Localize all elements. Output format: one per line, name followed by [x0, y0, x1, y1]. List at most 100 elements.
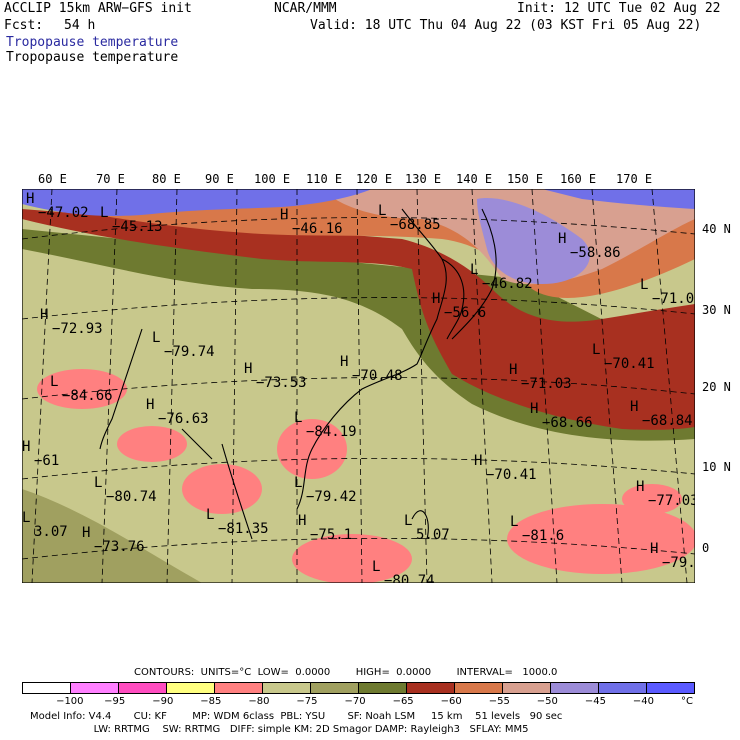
field-band-darkred [22, 209, 695, 430]
tropopause-temperature-map: H−47.02 L−45.13H−46.16L−68.85H−58.86L−46.… [22, 189, 695, 583]
pressure-center-type: H [509, 362, 517, 378]
colorbar-label: −60 [440, 696, 462, 707]
pressure-center-type: H [340, 354, 348, 370]
init-time: Init: 12 UTC Tue 02 Aug 22 [517, 1, 721, 16]
colorbar-swatch [647, 683, 694, 693]
pressure-center-type: H [146, 397, 154, 413]
model-title: ACCLIP 15km ARW−GFS init [4, 1, 192, 16]
pressure-center-type: H [530, 401, 538, 417]
pressure-center-type: H [432, 291, 440, 307]
center-value: −76.63 [158, 411, 209, 427]
lon-label: 100 E [254, 172, 291, 186]
field-title-1: Tropopause temperature [6, 35, 179, 50]
center-value: −70.41 [486, 467, 537, 483]
valid-time: Valid: 18 UTC Thu 04 Aug 22 (03 KST Fri … [310, 18, 702, 33]
pressure-center-type: L [640, 277, 648, 293]
fcst-value: 54 h [64, 18, 96, 33]
colorbar-swatch [311, 683, 359, 693]
colorbar-label: −80 [248, 696, 270, 707]
pressure-center-type: L [94, 475, 102, 491]
pressure-center-type: L [50, 374, 58, 390]
lon-label: 160 E [560, 172, 597, 186]
field-band-olive-sw [22, 489, 202, 583]
lon-label: 60 E [38, 172, 67, 186]
pressure-center-type: L [152, 330, 160, 346]
colorbar-label: −100 [56, 696, 84, 707]
center-value: −68.66 [542, 415, 593, 431]
lon-label: 150 E [507, 172, 544, 186]
center-value: −61 [34, 453, 59, 469]
pressure-center-type: H [636, 479, 644, 495]
center-value: −68.84 [642, 413, 693, 429]
center-value: −80.74 [384, 573, 435, 583]
lon-label: 140 E [456, 172, 493, 186]
colorbar-swatch [119, 683, 167, 693]
colorbar-swatch [167, 683, 215, 693]
colorbar-label: −95 [104, 696, 126, 707]
lon-label: 120 E [356, 172, 393, 186]
center-value: −84.66 [62, 388, 113, 404]
field-band-blue [22, 189, 372, 216]
center-value: −71.01 [652, 291, 695, 307]
lon-label: 130 E [405, 172, 442, 186]
center-value: −70.41 [604, 356, 655, 372]
pressure-center-type: L [404, 513, 412, 529]
pressure-center-type: H [474, 453, 482, 469]
colorbar-label: −45 [584, 696, 606, 707]
lat-label: 0 [702, 541, 710, 555]
pressure-center-type: L [592, 342, 600, 358]
colorbar-label: −65 [392, 696, 414, 707]
field-patches-salmon [37, 369, 695, 583]
pressure-center-type: H [22, 439, 30, 455]
center-value: −70.48 [352, 368, 403, 384]
center-value: −58.86 [570, 245, 621, 261]
center-value: −79.42 [306, 489, 357, 505]
lat-label: 40 N [702, 222, 731, 236]
pressure-center-type: H [630, 399, 638, 415]
pressure-center-type: L [206, 507, 214, 523]
pressure-center-type: L [470, 262, 478, 278]
colorbar-swatch [359, 683, 407, 693]
colorbar-swatch [503, 683, 551, 693]
center-value: 5.07 [416, 527, 450, 543]
colorbar-label: −50 [536, 696, 558, 707]
pressure-center-type: H [558, 231, 566, 247]
pressure-center-type: H [280, 207, 288, 223]
center-value: −47.02 [38, 205, 89, 221]
colorbar-swatch [71, 683, 119, 693]
lat-label: 20 N [702, 380, 731, 394]
center-value: −68.85 [390, 217, 441, 233]
center-value: −46.16 [292, 221, 343, 237]
colorbar-swatch [455, 683, 503, 693]
pressure-center-type: L [100, 205, 108, 221]
pressure-center-type: L [378, 203, 386, 219]
pressure-center-type: H [82, 525, 90, 541]
field-band-blue-ne [542, 189, 695, 209]
colorbar-swatch [407, 683, 455, 693]
center-value: −71.03 [521, 376, 572, 392]
pressure-center-type: L [22, 510, 30, 526]
pressure-center-type: L [294, 410, 302, 426]
center-label: NCAR/MMM [274, 1, 337, 16]
colorbar [22, 682, 695, 694]
colorbar-label: −85 [200, 696, 222, 707]
colorbar-swatch [23, 683, 71, 693]
lat-label: 10 N [702, 460, 731, 474]
colorbar-label: −70 [344, 696, 366, 707]
model-info-line1: Model Info: V4.4 CU: KF MP: WDM 6class P… [30, 711, 563, 722]
colorbar-swatch [551, 683, 599, 693]
center-value: −73.76 [94, 539, 145, 555]
field-title-2: Tropopause temperature [6, 50, 179, 65]
colorbar-label: −40 [632, 696, 655, 707]
center-value: −79.74 [164, 344, 215, 360]
pressure-center-type: H [40, 307, 48, 323]
center-value: −84.19 [306, 424, 357, 440]
lon-label: 170 E [616, 172, 653, 186]
pressure-center-type: H [244, 361, 252, 377]
pressure-center-type: H [26, 191, 34, 207]
center-value: −73.53 [256, 375, 307, 391]
center-value: −80.74 [106, 489, 157, 505]
coastlines [99, 208, 497, 540]
center-value: −45.13 [112, 219, 163, 235]
model-info-line2: LW: RRTMG SW: RRTMG DIFF: simple KM: 2D … [30, 724, 529, 735]
